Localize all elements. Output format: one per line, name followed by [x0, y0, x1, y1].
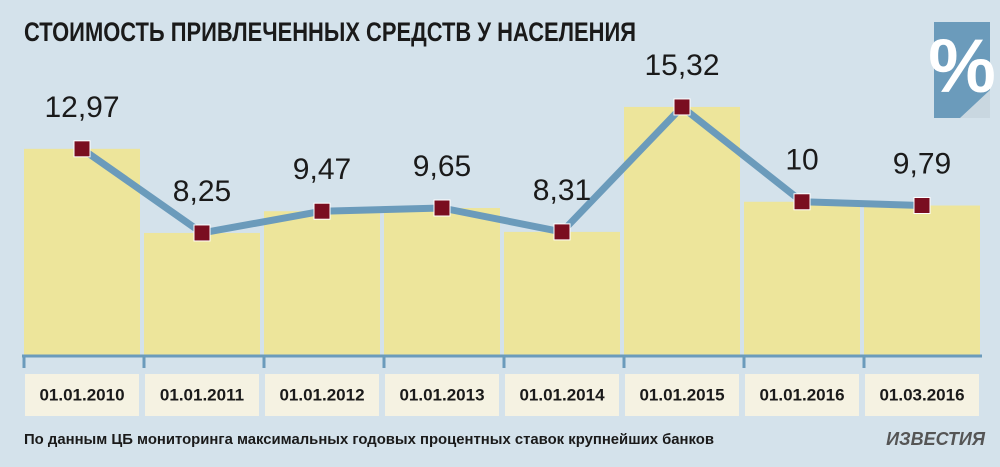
category-box [505, 374, 619, 416]
value-label: 8,31 [533, 174, 591, 207]
category-box [265, 374, 379, 416]
line [79, 103, 923, 237]
category-box [865, 374, 979, 416]
x-tick-label: 01.01.2010 [39, 385, 124, 404]
bar [264, 211, 380, 380]
value-label: 9,47 [293, 153, 351, 186]
value-label: 9,79 [893, 147, 951, 180]
marker [73, 140, 91, 158]
value-label: 10 [785, 144, 818, 177]
category-box [625, 374, 739, 416]
bar [24, 148, 140, 380]
marker [553, 223, 571, 241]
bars [24, 106, 980, 380]
x-tick-label: 01.01.2014 [519, 385, 605, 404]
category-box [385, 374, 499, 416]
category-box [745, 374, 859, 416]
x-tick-label: 01.01.2012 [279, 385, 364, 404]
footnote: По данным ЦБ мониторинга максимальных го… [24, 431, 714, 448]
x-tick-label: 01.03.2016 [879, 385, 964, 404]
category-box [25, 374, 139, 416]
marker [433, 199, 451, 217]
marker [913, 197, 931, 215]
source-logo: ИЗВЕСТИЯ [886, 429, 986, 449]
bar [864, 205, 980, 380]
x-tick-label: 01.01.2013 [399, 385, 484, 404]
chart-title: СТОИМОСТЬ ПРИВЛЕЧЕННЫХ СРЕДСТВ У НАСЕЛЕН… [24, 17, 636, 47]
bar [384, 208, 500, 380]
marker [793, 193, 811, 211]
percent-icon-label: % [928, 24, 996, 109]
x-tick-label: 01.01.2011 [160, 385, 244, 404]
value-label: 12,97 [44, 91, 119, 124]
marker [313, 202, 331, 220]
marker [193, 224, 211, 242]
marker [673, 98, 691, 116]
bar [744, 201, 860, 380]
category-box [145, 374, 259, 416]
value-label: 15,32 [644, 49, 719, 82]
percent-icon-fold [960, 90, 990, 118]
x-tick-label: 01.01.2015 [639, 385, 724, 404]
bar [624, 106, 740, 380]
value-label: 9,65 [413, 150, 471, 183]
percent-icon [934, 22, 990, 118]
value-label: 8,25 [173, 175, 231, 208]
plot: 01.01.2010 01.01.2011 01.01.2012 01.01.2013… [0, 49, 1000, 420]
x-tick-label: 01.01.2016 [759, 385, 844, 404]
